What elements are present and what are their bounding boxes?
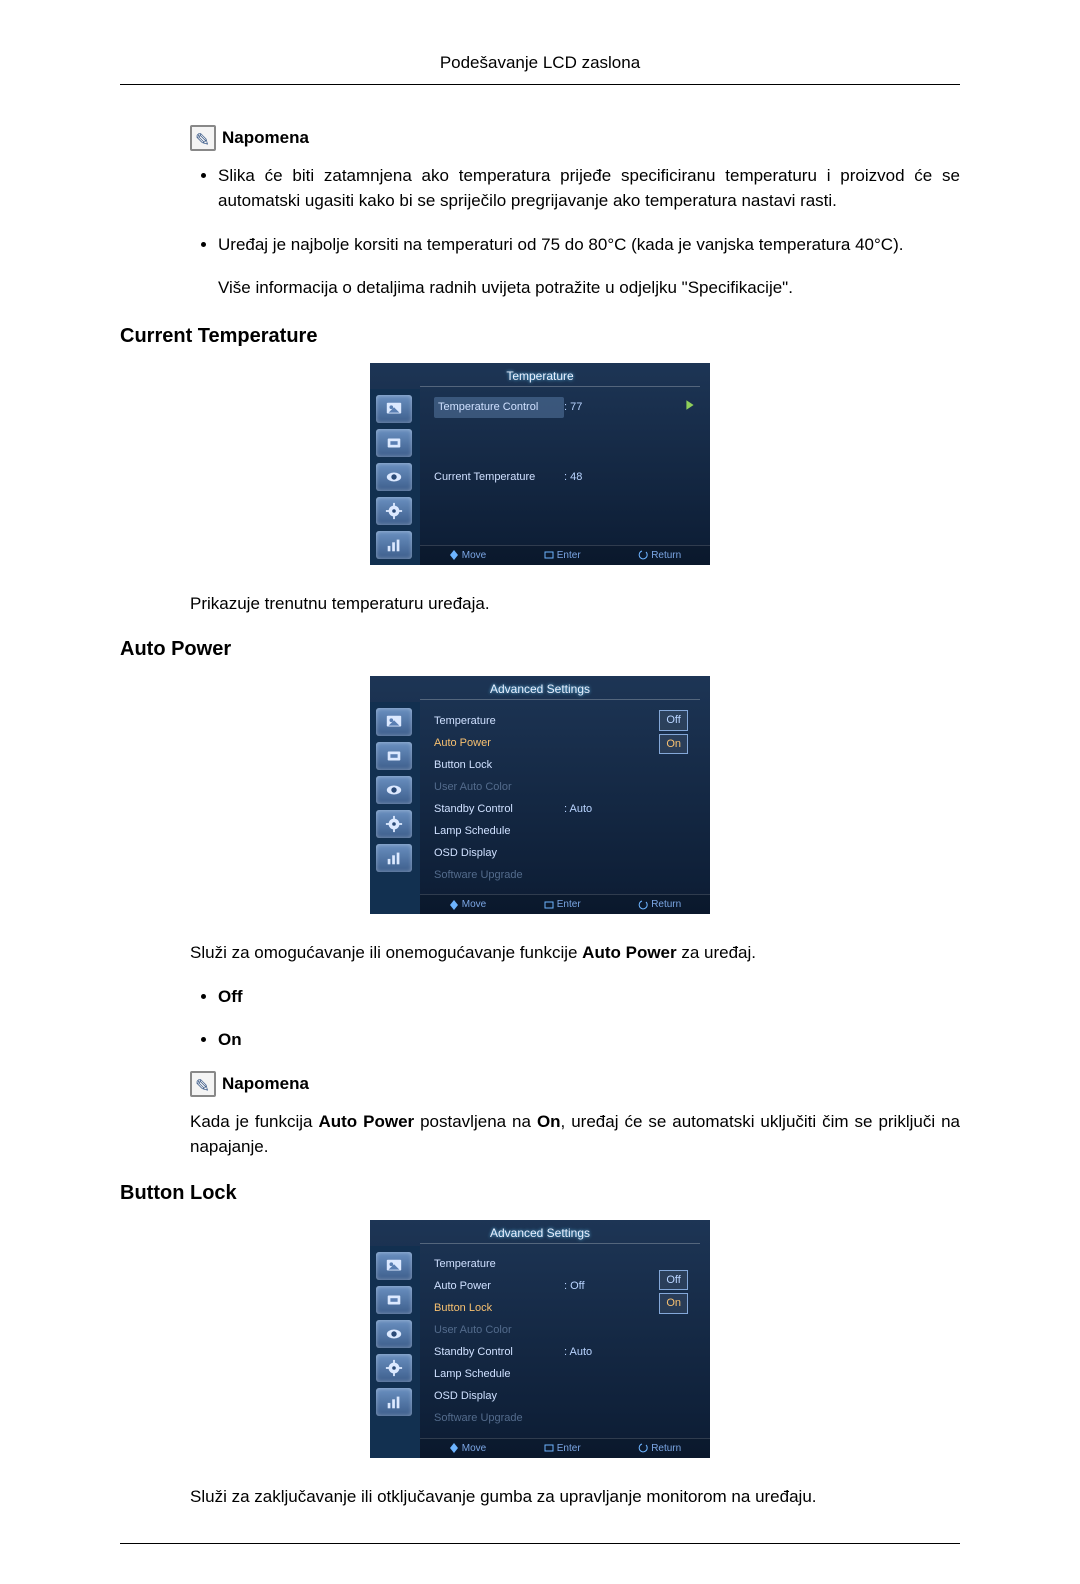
side-tool-icon[interactable] <box>376 429 412 457</box>
osd-row[interactable]: Lamp Schedule <box>434 1364 696 1386</box>
osd-footer: Move Enter Return <box>420 1438 710 1458</box>
page-header: Podešavanje LCD zaslona <box>120 50 960 85</box>
osd-row[interactable]: Button Lock <box>434 754 696 776</box>
option-on: On <box>218 1027 960 1053</box>
osd-row-current-temp: Current Temperature : 48 <box>434 467 696 489</box>
note-block-2: Napomena <box>190 1071 960 1097</box>
arrow-right-icon <box>684 399 696 417</box>
note-icon <box>190 125 216 151</box>
osd-title: Advanced Settings <box>490 1224 590 1242</box>
section-heading-current-temperature: Current Temperature <box>120 321 960 351</box>
footer-rule <box>120 1543 960 1544</box>
osd-option-off[interactable]: Off <box>659 1270 688 1291</box>
osd-title: Temperature <box>506 367 573 385</box>
osd-row[interactable]: Standby Control: Auto <box>434 1342 696 1364</box>
osd-row[interactable]: Standby Control: Auto <box>434 798 696 820</box>
osd-row[interactable]: Button Lock <box>434 1298 696 1320</box>
osd-option-on[interactable]: On <box>659 1293 688 1314</box>
osd-row-temp-control[interactable]: Temperature Control : 77 <box>434 397 696 419</box>
osd-row[interactable]: Lamp Schedule <box>434 820 696 842</box>
option-off: Off <box>218 984 960 1010</box>
osd-row[interactable]: OSD Display <box>434 842 696 864</box>
osd-footer: Move Enter Return <box>420 545 710 565</box>
sec2-options-list: Off On <box>190 984 960 1053</box>
side-gear-icon[interactable] <box>376 810 412 838</box>
osd-title: Advanced Settings <box>490 680 590 698</box>
osd-auto-power: Advanced Settings TemperatureAuto PowerB… <box>370 676 710 914</box>
sec1-desc: Prikazuje trenutnu temperaturu uređaja. <box>190 591 960 617</box>
section-heading-button-lock: Button Lock <box>120 1178 960 1208</box>
side-chart-icon[interactable] <box>376 1388 412 1416</box>
note-bullet-2: Uređaj je najbolje korsiti na temperatur… <box>218 232 960 258</box>
note-bullet-1: Slika će biti zatamnjena ako temperatura… <box>218 163 960 214</box>
osd-row: User Auto Color <box>434 776 696 798</box>
osd-row[interactable]: Temperature <box>434 1254 696 1276</box>
side-eye-icon[interactable] <box>376 1320 412 1348</box>
osd-row[interactable]: Auto Power: Off <box>434 1276 696 1298</box>
osd-row[interactable]: OSD Display <box>434 1386 696 1408</box>
note-label: Napomena <box>222 125 309 151</box>
note-followup: Više informacija o detaljima radnih uvij… <box>218 275 960 301</box>
osd-temperature: Temperature Temperature Control : 77 C <box>370 363 710 565</box>
sec2-note-text: Kada je funkcija Auto Power postavljena … <box>190 1109 960 1160</box>
osd-option-off[interactable]: Off <box>659 710 688 731</box>
section-heading-auto-power: Auto Power <box>120 634 960 664</box>
side-image-icon[interactable] <box>376 1252 412 1280</box>
note-label: Napomena <box>222 1071 309 1097</box>
osd-row[interactable]: Temperature <box>434 710 696 732</box>
note-icon <box>190 1071 216 1097</box>
side-image-icon[interactable] <box>376 395 412 423</box>
osd-row: User Auto Color <box>434 1320 696 1342</box>
note-block-1: Napomena <box>190 125 960 151</box>
note-bullets: Slika će biti zatamnjena ako temperatura… <box>190 163 960 258</box>
side-eye-icon[interactable] <box>376 776 412 804</box>
sec2-desc: Služi za omogućavanje ili onemogućavanje… <box>190 940 960 966</box>
side-gear-icon[interactable] <box>376 1354 412 1382</box>
side-tool-icon[interactable] <box>376 742 412 770</box>
osd-row: Software Upgrade <box>434 1408 696 1430</box>
sec3-desc: Služi za zaključavanje ili otključavanje… <box>190 1484 960 1510</box>
side-gear-icon[interactable] <box>376 497 412 525</box>
osd-option-on[interactable]: On <box>659 734 688 755</box>
osd-button-lock: Advanced Settings TemperatureAuto Power:… <box>370 1220 710 1458</box>
osd-footer: Move Enter Return <box>420 894 710 914</box>
osd-row[interactable]: Auto Power <box>434 732 696 754</box>
side-eye-icon[interactable] <box>376 463 412 491</box>
side-chart-icon[interactable] <box>376 531 412 559</box>
side-chart-icon[interactable] <box>376 844 412 872</box>
osd-row: Software Upgrade <box>434 864 696 886</box>
side-image-icon[interactable] <box>376 708 412 736</box>
side-tool-icon[interactable] <box>376 1286 412 1314</box>
